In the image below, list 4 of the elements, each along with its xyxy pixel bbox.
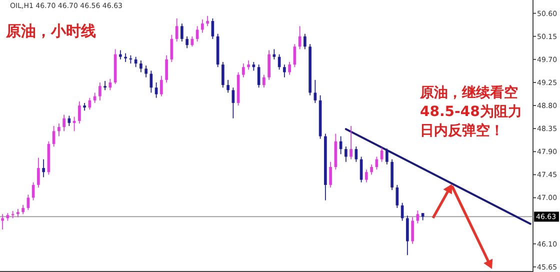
annotation: 48.5-48为阻力 <box>420 104 522 120</box>
annotation: 原油，继续看空 <box>419 84 518 101</box>
text: 原油，小时线 <box>5 22 96 40</box>
annotation: 日内反弹空！ <box>420 122 504 139</box>
